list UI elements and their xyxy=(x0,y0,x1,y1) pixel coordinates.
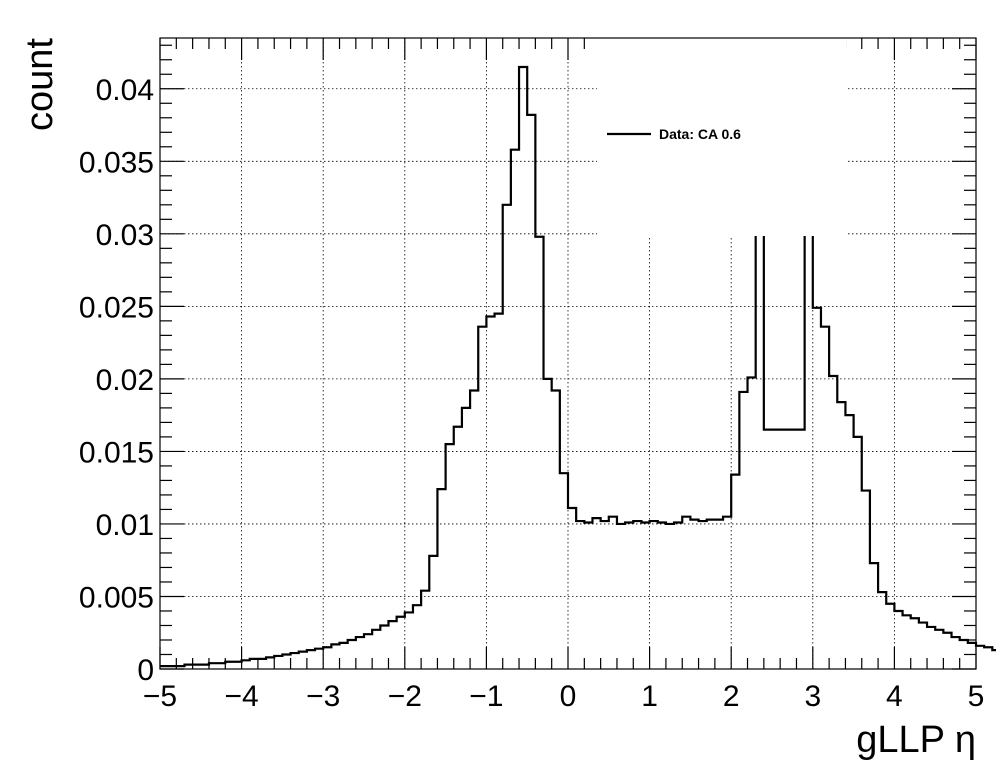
x-tick-label: 2 xyxy=(723,680,740,713)
grid-lines xyxy=(160,38,976,669)
y-tick-label: 0.01 xyxy=(96,509,154,542)
y-tick-label: 0.005 xyxy=(79,581,154,614)
legend-label: Data: CA 0.6 xyxy=(659,126,741,142)
x-tick-label: 0 xyxy=(560,680,577,713)
y-tick-label: 0 xyxy=(137,654,154,687)
y-tick-label: 0.02 xyxy=(96,364,154,397)
x-tick-label: −5 xyxy=(143,680,177,713)
y-axis-title: count xyxy=(19,38,61,131)
x-tick-label: −4 xyxy=(224,680,258,713)
x-tick-label: 4 xyxy=(886,680,903,713)
x-tick-label: 1 xyxy=(641,680,658,713)
x-tick-label: −2 xyxy=(388,680,422,713)
x-tick-label: −1 xyxy=(469,680,503,713)
y-tick-label: 0.035 xyxy=(79,146,154,179)
y-tick-label: 0.025 xyxy=(79,291,154,324)
x-axis-title: gLLP η xyxy=(856,719,976,761)
plot-frame xyxy=(159,37,977,670)
x-tick-label: −3 xyxy=(306,680,340,713)
series-step-line xyxy=(160,65,996,668)
y-tick-label: 0.015 xyxy=(79,436,154,469)
x-tick-label: 5 xyxy=(968,680,985,713)
tick-labels: −5 −4 −3 −2 −1 0 1 2 3 4 5 0 0.005 0.01 0.015 0.02 0.025… xyxy=(79,74,984,713)
y-tick-label: 0.03 xyxy=(96,219,154,252)
y-tick-label: 0.04 xyxy=(96,74,154,107)
x-tick-label: 3 xyxy=(804,680,821,713)
